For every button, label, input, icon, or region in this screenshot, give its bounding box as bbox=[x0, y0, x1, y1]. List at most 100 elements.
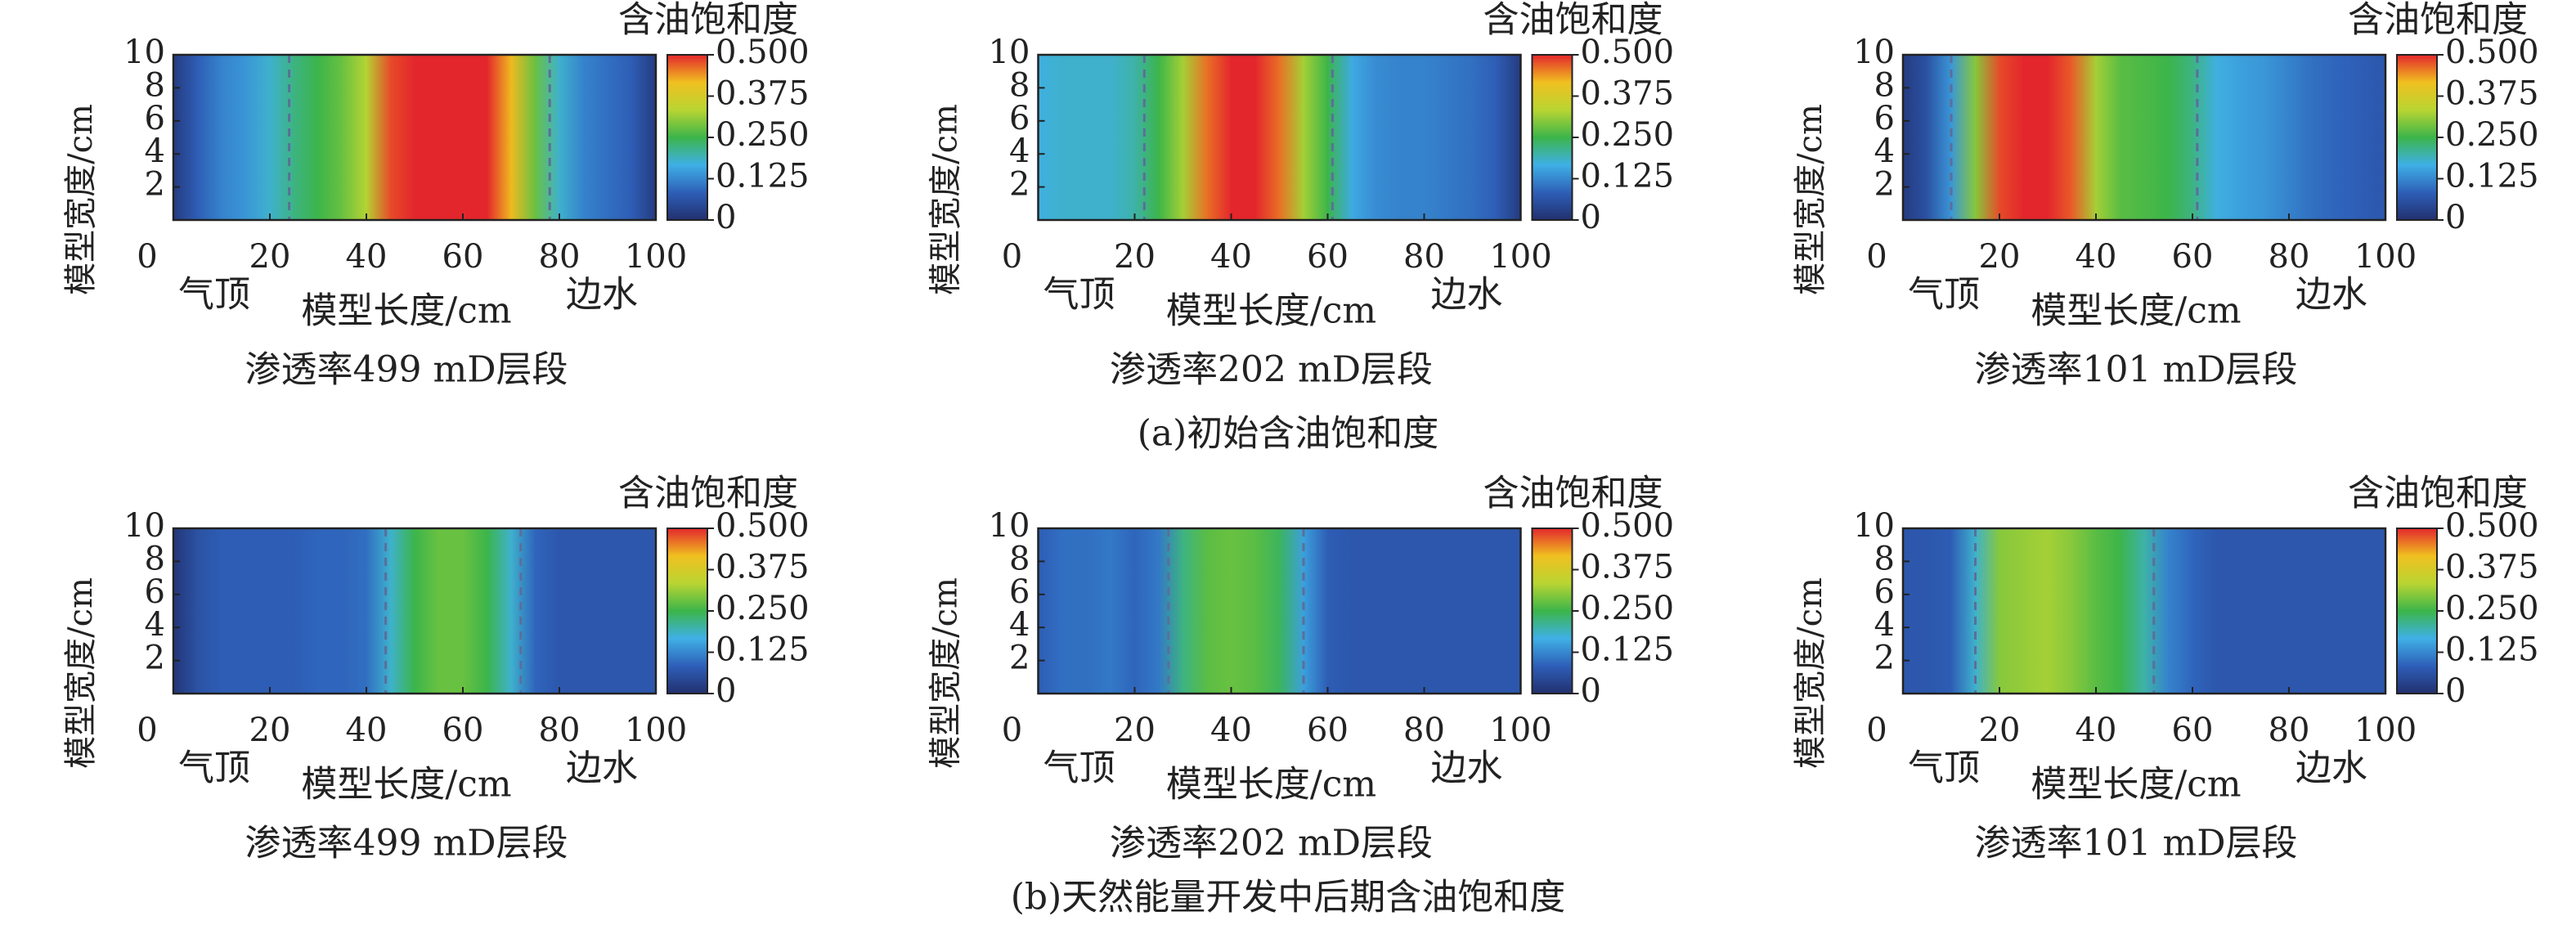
heat-cell bbox=[366, 528, 391, 694]
y-axis-label: 模型宽度/cm bbox=[927, 104, 965, 295]
colorbar-title: 含油饱和度 bbox=[618, 0, 798, 41]
heat-cell bbox=[1927, 55, 1952, 220]
colorbar-tick-label: 0.250 bbox=[716, 116, 810, 154]
colorbar-tick-label: 0.125 bbox=[716, 158, 810, 195]
annotation: 边水 bbox=[566, 274, 638, 316]
heat-cell bbox=[1303, 55, 1328, 220]
plot-frame bbox=[172, 53, 657, 222]
heat-cell bbox=[1158, 55, 1183, 220]
heat-cell bbox=[1950, 528, 1976, 694]
colorbar-tick-label: 0.125 bbox=[1581, 158, 1675, 195]
y-tick-label: 10 bbox=[1853, 34, 1895, 71]
heat-cell bbox=[583, 528, 608, 694]
x-tick-label: 0 bbox=[1866, 238, 1887, 276]
colorbar-tick-label: 0.500 bbox=[2445, 507, 2539, 545]
colorbar-title: 含油饱和度 bbox=[1483, 473, 1663, 514]
plot-frame bbox=[172, 527, 657, 695]
y-tick-label: 4 bbox=[145, 606, 165, 644]
heat-cell bbox=[1183, 528, 1208, 694]
subtitle: 渗透率202 mD层段 bbox=[1110, 349, 1433, 391]
x-tick-label: 80 bbox=[1403, 712, 1445, 749]
y-tick-label: 2 bbox=[1874, 640, 1895, 677]
heat-cell bbox=[510, 55, 536, 220]
subtitle: 渗透率499 mD层段 bbox=[245, 349, 568, 391]
heat-cell bbox=[1279, 55, 1304, 220]
heat-cell bbox=[390, 528, 415, 694]
heat-cell bbox=[607, 55, 632, 220]
colorbar-tick-label: 0.500 bbox=[2445, 34, 2539, 71]
x-tick-label: 100 bbox=[625, 238, 687, 276]
heat-cell bbox=[462, 528, 487, 694]
x-tick-label: 100 bbox=[1489, 712, 1551, 749]
annotation: 气顶 bbox=[1043, 274, 1115, 316]
heat-cell bbox=[1902, 55, 1928, 220]
heat-cell bbox=[2071, 55, 2097, 220]
heat-cell bbox=[1927, 528, 1952, 694]
colorbar-tick-label: 0 bbox=[716, 199, 736, 236]
y-tick-label: 4 bbox=[1874, 132, 1895, 170]
colorbar-tick-label: 0.375 bbox=[716, 549, 810, 586]
heat-cell bbox=[1086, 528, 1111, 694]
heat-cell bbox=[1975, 528, 2000, 694]
annotation: 边水 bbox=[1431, 274, 1503, 316]
colorbar-tick-label: 0.500 bbox=[1581, 507, 1675, 545]
x-tick-label: 20 bbox=[1114, 712, 1156, 749]
heat-cell bbox=[559, 528, 584, 694]
x-tick-label: 80 bbox=[539, 712, 581, 749]
y-tick-label: 2 bbox=[1874, 166, 1895, 204]
heat-cell bbox=[2361, 528, 2386, 694]
heat-cell bbox=[462, 55, 487, 220]
heat-cell bbox=[2047, 528, 2072, 694]
x-tick-label: 80 bbox=[1403, 238, 1445, 276]
heat-cell bbox=[414, 528, 439, 694]
heat-cell bbox=[2336, 528, 2362, 694]
heat-cell bbox=[2168, 55, 2193, 220]
y-tick-label: 8 bbox=[1874, 66, 1895, 104]
x-tick-label: 20 bbox=[1114, 238, 1156, 276]
heat-cell bbox=[245, 528, 271, 694]
x-axis-label: 模型长度/cm bbox=[2031, 764, 2241, 806]
heat-cell bbox=[2023, 55, 2049, 220]
annotation: 气顶 bbox=[178, 274, 250, 316]
heat-cell bbox=[1351, 528, 1376, 694]
x-tick-label: 40 bbox=[346, 712, 388, 749]
heat-cell bbox=[2192, 528, 2217, 694]
x-tick-label: 60 bbox=[442, 712, 484, 749]
colorbar-tick-label: 0 bbox=[1581, 199, 1601, 236]
heat-cell bbox=[583, 55, 608, 220]
heat-cell bbox=[2361, 55, 2386, 220]
heat-cell bbox=[2143, 528, 2169, 694]
x-tick-label: 60 bbox=[442, 238, 484, 276]
heat-cell bbox=[2168, 528, 2193, 694]
heat-cell bbox=[390, 55, 415, 220]
y-tick-label: 4 bbox=[145, 132, 165, 170]
colorbar bbox=[666, 528, 708, 694]
x-tick-label: 100 bbox=[2354, 238, 2417, 276]
colorbar-tick-label: 0.500 bbox=[1581, 34, 1675, 71]
heat-cell bbox=[510, 528, 536, 694]
heat-cell bbox=[1950, 55, 1976, 220]
y-tick-label: 2 bbox=[1009, 166, 1030, 204]
annotation: 边水 bbox=[566, 748, 638, 789]
heat-cell bbox=[631, 55, 657, 220]
heat-cell bbox=[487, 55, 512, 220]
heat-cell bbox=[1447, 55, 1473, 220]
x-tick-label: 0 bbox=[1002, 238, 1022, 276]
heat-cell bbox=[1399, 55, 1425, 220]
heat-cell bbox=[414, 55, 439, 220]
heat-cell bbox=[1254, 528, 1280, 694]
heat-cell bbox=[2336, 55, 2362, 220]
heat-cell bbox=[1279, 528, 1304, 694]
y-tick-label: 4 bbox=[1009, 132, 1030, 170]
colorbar-tick-label: 0.250 bbox=[1581, 590, 1675, 627]
x-axis-label: 模型长度/cm bbox=[2031, 290, 2241, 332]
x-tick-label: 100 bbox=[625, 712, 687, 749]
x-tick-label: 40 bbox=[2076, 238, 2117, 276]
heat-cell bbox=[1254, 55, 1280, 220]
heat-cell bbox=[1206, 55, 1232, 220]
annotation: 边水 bbox=[2296, 274, 2367, 316]
y-tick-label: 10 bbox=[989, 34, 1030, 71]
colorbar-tick-label: 0 bbox=[1581, 672, 1601, 710]
heat-cell bbox=[2192, 55, 2217, 220]
